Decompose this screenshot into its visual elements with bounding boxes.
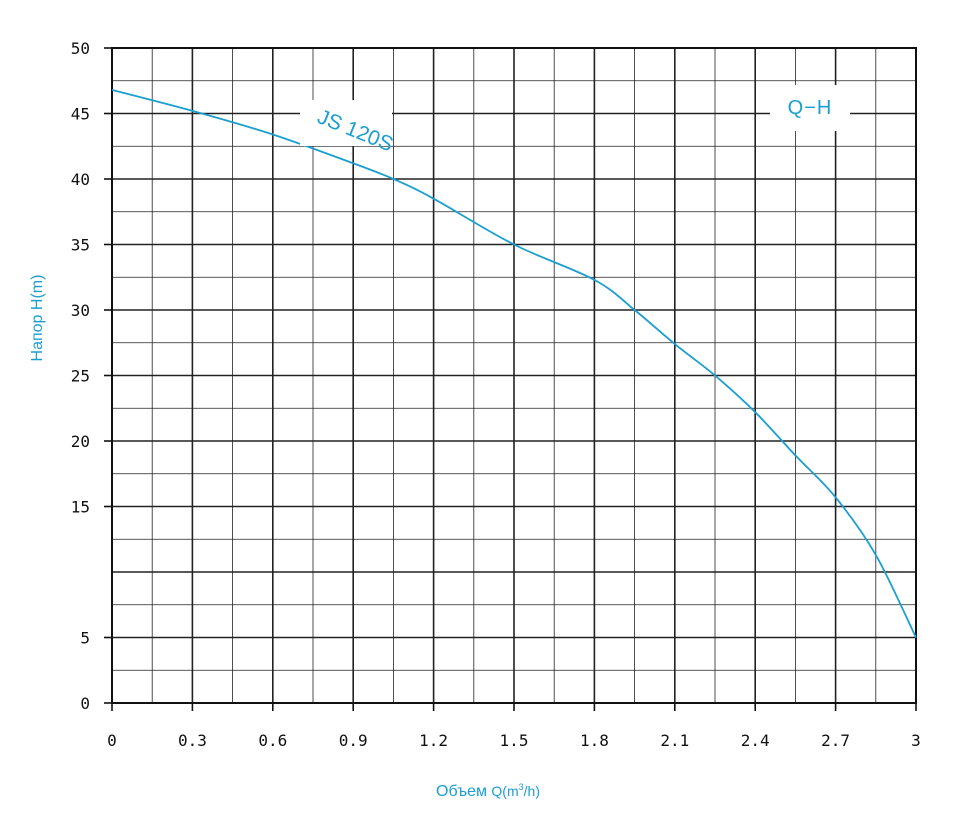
curve-label-bg [300, 100, 392, 146]
y-tick-label: 20 [71, 432, 90, 451]
x-tick-label: 2.7 [821, 731, 850, 750]
x-tick-label: 2.4 [741, 731, 770, 750]
legend-bg [770, 85, 850, 131]
x-tick-label: 1.5 [500, 731, 529, 750]
y-tick-label: 5 [80, 629, 90, 648]
y-tick-label: 15 [71, 498, 90, 517]
x-axis-title-symbol: Q(m [491, 783, 518, 799]
y-tick-label: 40 [71, 170, 90, 189]
x-tick-label: 2.1 [660, 731, 689, 750]
x-tick-label: 1.2 [419, 731, 448, 750]
x-axis-title: Объем Q(m3/h) [436, 782, 540, 800]
y-tick-labels: 0 5 15 20 25 30 35 40 45 50 [71, 39, 90, 713]
x-tick-label: 0 [107, 731, 117, 750]
series-line-js-120s [111, 89, 917, 638]
x-tick-labels: 0 0.3 0.6 0.9 1.2 1.5 1.8 2.1 2.4 2.7 3 [107, 731, 921, 750]
x-axis-title-sup: 3 [519, 782, 524, 792]
y-tick-label: 35 [71, 236, 90, 255]
x-tick-label: 0.3 [178, 731, 207, 750]
y-tick-label: 0 [80, 694, 90, 713]
y-tick-label: 25 [71, 367, 90, 386]
series-layer [111, 89, 917, 638]
y-tick-label: 45 [71, 105, 90, 124]
x-tick-label: 0.6 [258, 731, 287, 750]
y-axis-title: Напор H(m) [29, 275, 46, 362]
legend: Q−H [770, 85, 850, 131]
y-tick-label: 50 [71, 39, 90, 58]
x-tick-label: 1.8 [580, 731, 609, 750]
x-axis-title-prefix: Объем [436, 783, 491, 800]
x-tick-label: 0.9 [339, 731, 368, 750]
curve-label-group: JS 120S [300, 100, 396, 156]
x-tick-label: 3 [911, 731, 921, 750]
axes [104, 47, 917, 711]
legend-label: Q−H [788, 97, 833, 119]
x-axis-title-suffix: /h) [524, 783, 540, 799]
y-tick-label: 30 [71, 301, 90, 320]
grid [112, 48, 916, 703]
